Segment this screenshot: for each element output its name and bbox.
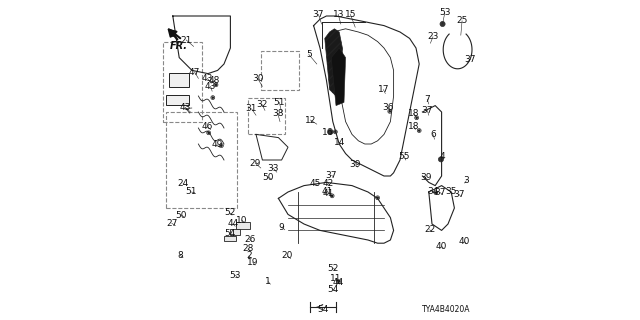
Text: 13: 13 — [333, 10, 344, 19]
Text: 32: 32 — [256, 100, 268, 108]
FancyBboxPatch shape — [230, 229, 241, 235]
Text: 48: 48 — [208, 76, 220, 84]
Text: 17: 17 — [378, 85, 389, 94]
Text: 53: 53 — [439, 8, 451, 17]
Text: 33: 33 — [268, 164, 278, 172]
Text: 24: 24 — [177, 180, 189, 188]
Text: 26: 26 — [244, 235, 255, 244]
Text: FR.: FR. — [170, 41, 188, 52]
Text: 18: 18 — [408, 122, 419, 131]
Text: 22: 22 — [424, 225, 435, 234]
Text: 15: 15 — [345, 10, 356, 19]
Text: 12: 12 — [305, 116, 316, 124]
Text: 52: 52 — [328, 264, 339, 273]
Text: 52: 52 — [224, 208, 236, 217]
Text: 37: 37 — [422, 106, 433, 115]
Text: 3: 3 — [463, 176, 469, 185]
Circle shape — [215, 84, 216, 85]
Text: 30: 30 — [252, 74, 263, 83]
Text: 51: 51 — [274, 98, 285, 107]
Text: 53: 53 — [230, 271, 241, 280]
Circle shape — [435, 192, 436, 193]
Text: 25: 25 — [456, 16, 468, 25]
Text: 44: 44 — [227, 220, 239, 228]
Text: 4: 4 — [440, 152, 445, 161]
Text: 19: 19 — [247, 258, 259, 267]
Text: 43: 43 — [179, 103, 191, 112]
Text: 11: 11 — [330, 274, 341, 283]
Circle shape — [419, 130, 420, 131]
Text: 10: 10 — [236, 216, 248, 225]
Text: 37: 37 — [313, 10, 324, 19]
Text: 16: 16 — [322, 128, 333, 137]
Text: 37: 37 — [465, 55, 476, 64]
Text: 29: 29 — [250, 159, 261, 168]
Text: 35: 35 — [445, 187, 456, 196]
Text: 46: 46 — [202, 122, 213, 131]
Text: 55: 55 — [399, 152, 410, 161]
Circle shape — [377, 197, 378, 198]
Text: 20: 20 — [282, 252, 293, 260]
Text: 2: 2 — [246, 252, 252, 260]
Text: 14: 14 — [333, 138, 345, 147]
Circle shape — [335, 131, 336, 132]
FancyBboxPatch shape — [237, 222, 250, 229]
Text: 8: 8 — [177, 251, 183, 260]
Text: 45: 45 — [309, 180, 321, 188]
Text: 5: 5 — [306, 50, 312, 59]
Circle shape — [212, 97, 214, 98]
Polygon shape — [332, 48, 346, 106]
Text: 23: 23 — [428, 32, 438, 41]
Text: 6: 6 — [430, 130, 436, 139]
Text: 51: 51 — [186, 188, 197, 196]
Circle shape — [332, 195, 333, 196]
Text: 9: 9 — [279, 223, 284, 232]
Text: 54: 54 — [224, 229, 236, 238]
Text: 50: 50 — [262, 173, 274, 182]
Text: 54: 54 — [328, 285, 339, 294]
Text: 31: 31 — [246, 104, 257, 113]
Circle shape — [438, 157, 444, 162]
Polygon shape — [325, 29, 342, 96]
Text: 43: 43 — [202, 74, 213, 83]
Text: 44: 44 — [332, 278, 344, 287]
Text: 18: 18 — [408, 109, 419, 118]
Circle shape — [338, 281, 339, 282]
Text: TYA4B4020A: TYA4B4020A — [422, 305, 470, 314]
Text: 27: 27 — [166, 219, 177, 228]
Text: 49: 49 — [211, 140, 223, 149]
Text: 37: 37 — [435, 188, 446, 197]
Text: 37: 37 — [326, 171, 337, 180]
Circle shape — [221, 145, 222, 146]
Circle shape — [440, 21, 445, 27]
Text: 38: 38 — [272, 109, 284, 118]
Text: 37: 37 — [454, 190, 465, 199]
FancyBboxPatch shape — [166, 95, 189, 105]
Text: 1: 1 — [266, 277, 271, 286]
Text: 42: 42 — [323, 179, 333, 188]
Circle shape — [208, 132, 209, 133]
Text: 40: 40 — [459, 237, 470, 246]
FancyBboxPatch shape — [169, 73, 189, 87]
Text: 34: 34 — [427, 187, 438, 196]
FancyBboxPatch shape — [224, 236, 236, 241]
Text: 40: 40 — [436, 242, 447, 251]
Text: 39: 39 — [420, 173, 431, 182]
Text: 36: 36 — [382, 103, 394, 112]
Text: 41: 41 — [322, 187, 333, 196]
Text: 47: 47 — [189, 68, 200, 76]
Circle shape — [389, 111, 390, 112]
Text: 7: 7 — [424, 95, 430, 104]
Text: 54: 54 — [317, 305, 329, 314]
Text: 21: 21 — [180, 36, 192, 44]
Circle shape — [328, 129, 333, 134]
Circle shape — [416, 117, 417, 118]
Text: 50: 50 — [176, 211, 187, 220]
Text: 41: 41 — [323, 189, 334, 198]
Text: 28: 28 — [243, 244, 253, 253]
Text: 39: 39 — [349, 160, 361, 169]
Text: 43: 43 — [205, 82, 216, 91]
